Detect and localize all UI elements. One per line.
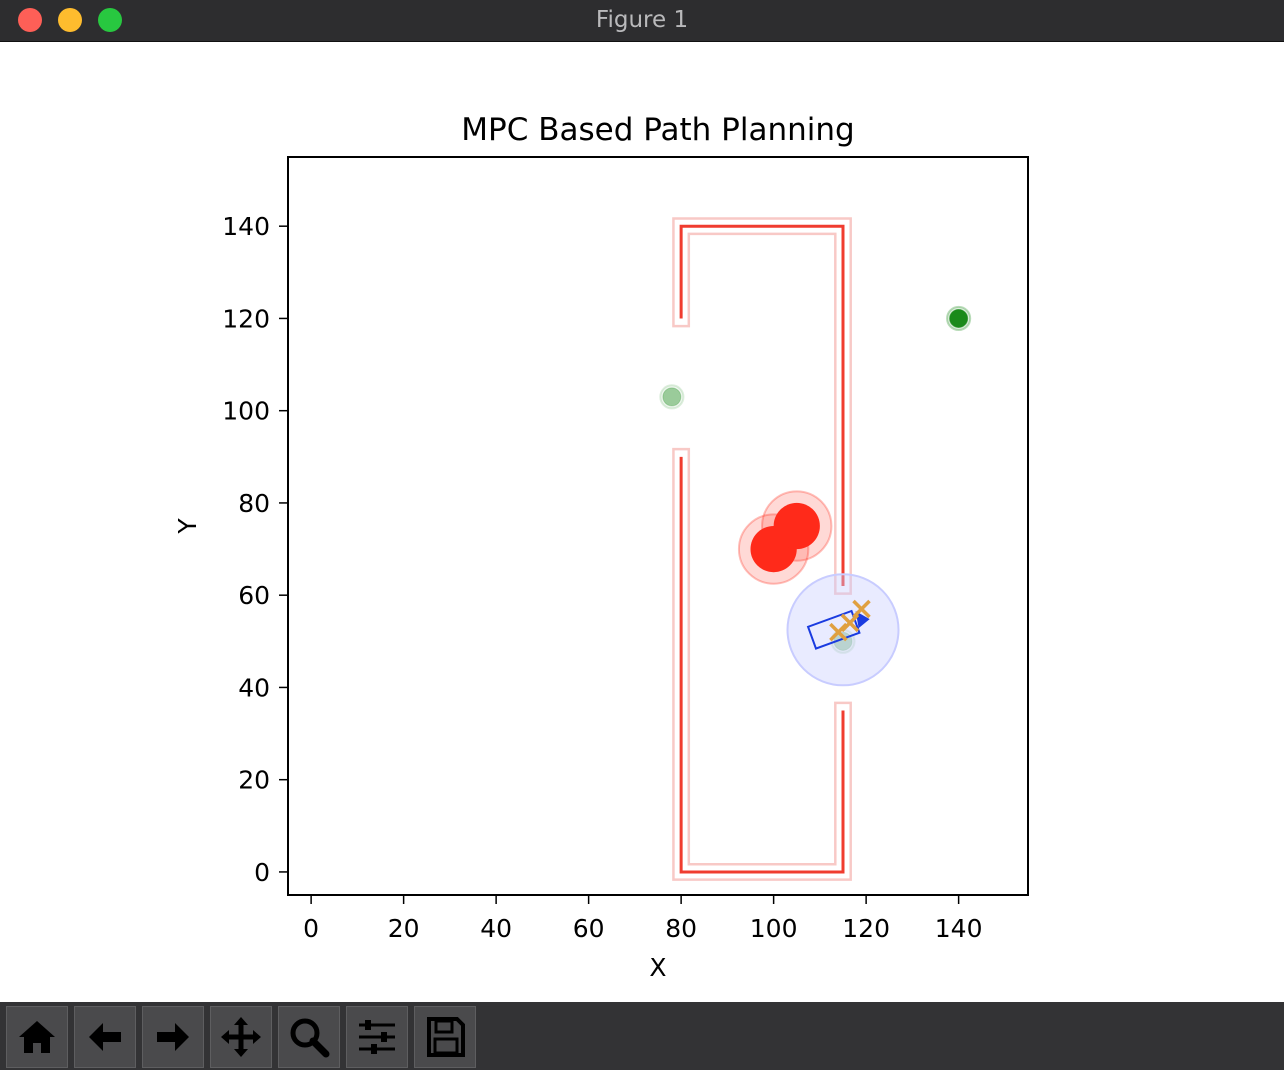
home-button[interactable] <box>6 1006 68 1068</box>
y-tick-label-6: 120 <box>222 304 270 333</box>
y-tick-label-1: 20 <box>238 766 270 795</box>
zoom-magnifier-icon <box>290 1018 330 1058</box>
x-tick-label-7: 140 <box>935 914 983 943</box>
y-tick-label-0: 0 <box>254 858 270 887</box>
minimize-window-button[interactable] <box>58 8 82 32</box>
configure-subplots-icon <box>359 1020 395 1054</box>
title-bar: Figure 1 <box>0 0 1284 42</box>
x-axis-label: X <box>649 953 666 982</box>
x-tick-label-6: 120 <box>842 914 890 943</box>
pan-move-icon <box>221 1017 261 1057</box>
forward-arrow-icon <box>157 1023 189 1051</box>
robot-body <box>806 609 861 650</box>
save-figure-icon <box>427 1017 465 1057</box>
wall-line-1 <box>679 456 845 874</box>
zoom-button[interactable] <box>278 1006 340 1068</box>
y-tick-label-4: 80 <box>238 489 270 518</box>
configure-subplots-button[interactable] <box>346 1006 408 1068</box>
navigation-toolbar <box>0 1002 1284 1070</box>
y-axis-label: Y <box>173 518 202 535</box>
y-tick-label-7: 140 <box>222 212 270 241</box>
obstacle-1 <box>773 502 820 550</box>
y-tick-label-3: 60 <box>238 581 270 610</box>
home-icon <box>19 1021 55 1053</box>
figure-canvas[interactable]: MPC Based Path Planning 0 20 40 60 80 100 120 1… <box>2 42 1282 1002</box>
x-tick-label-0: 0 <box>303 914 319 943</box>
forward-button[interactable] <box>142 1006 204 1068</box>
x-tick-label-5: 100 <box>750 914 798 943</box>
wall-line-0 <box>679 224 845 586</box>
x-tick-label-3: 60 <box>573 914 605 943</box>
x-tick-label-2: 40 <box>480 914 512 943</box>
axes-frame <box>287 156 1029 896</box>
goal-point-1 <box>662 387 682 407</box>
goal-point-0 <box>949 308 969 328</box>
back-button[interactable] <box>74 1006 136 1068</box>
window-title: Figure 1 <box>595 7 689 33</box>
plot-svg: MPC Based Path Planning 0 20 40 60 80 100 120 1… <box>173 112 1029 982</box>
x-tick-label-4: 80 <box>665 914 697 943</box>
save-button[interactable] <box>414 1006 476 1068</box>
plot-layer <box>659 217 972 881</box>
y-tick-label-2: 40 <box>238 673 270 702</box>
close-window-button[interactable] <box>18 8 42 32</box>
predicted-point-2 <box>852 599 871 619</box>
goal-zone-1 <box>659 384 685 410</box>
x-tick-label-1: 20 <box>388 914 420 943</box>
chart-title: MPC Based Path Planning <box>461 112 854 148</box>
pan-button[interactable] <box>210 1006 272 1068</box>
back-arrow-icon <box>89 1023 121 1051</box>
ticks-layer: 0 20 40 60 80 100 120 140 0 20 40 60 80 100 120 140 <box>222 212 982 943</box>
y-tick-label-5: 100 <box>222 397 270 426</box>
zoom-window-button[interactable] <box>98 8 122 32</box>
robot-heading-arrow <box>855 611 870 629</box>
